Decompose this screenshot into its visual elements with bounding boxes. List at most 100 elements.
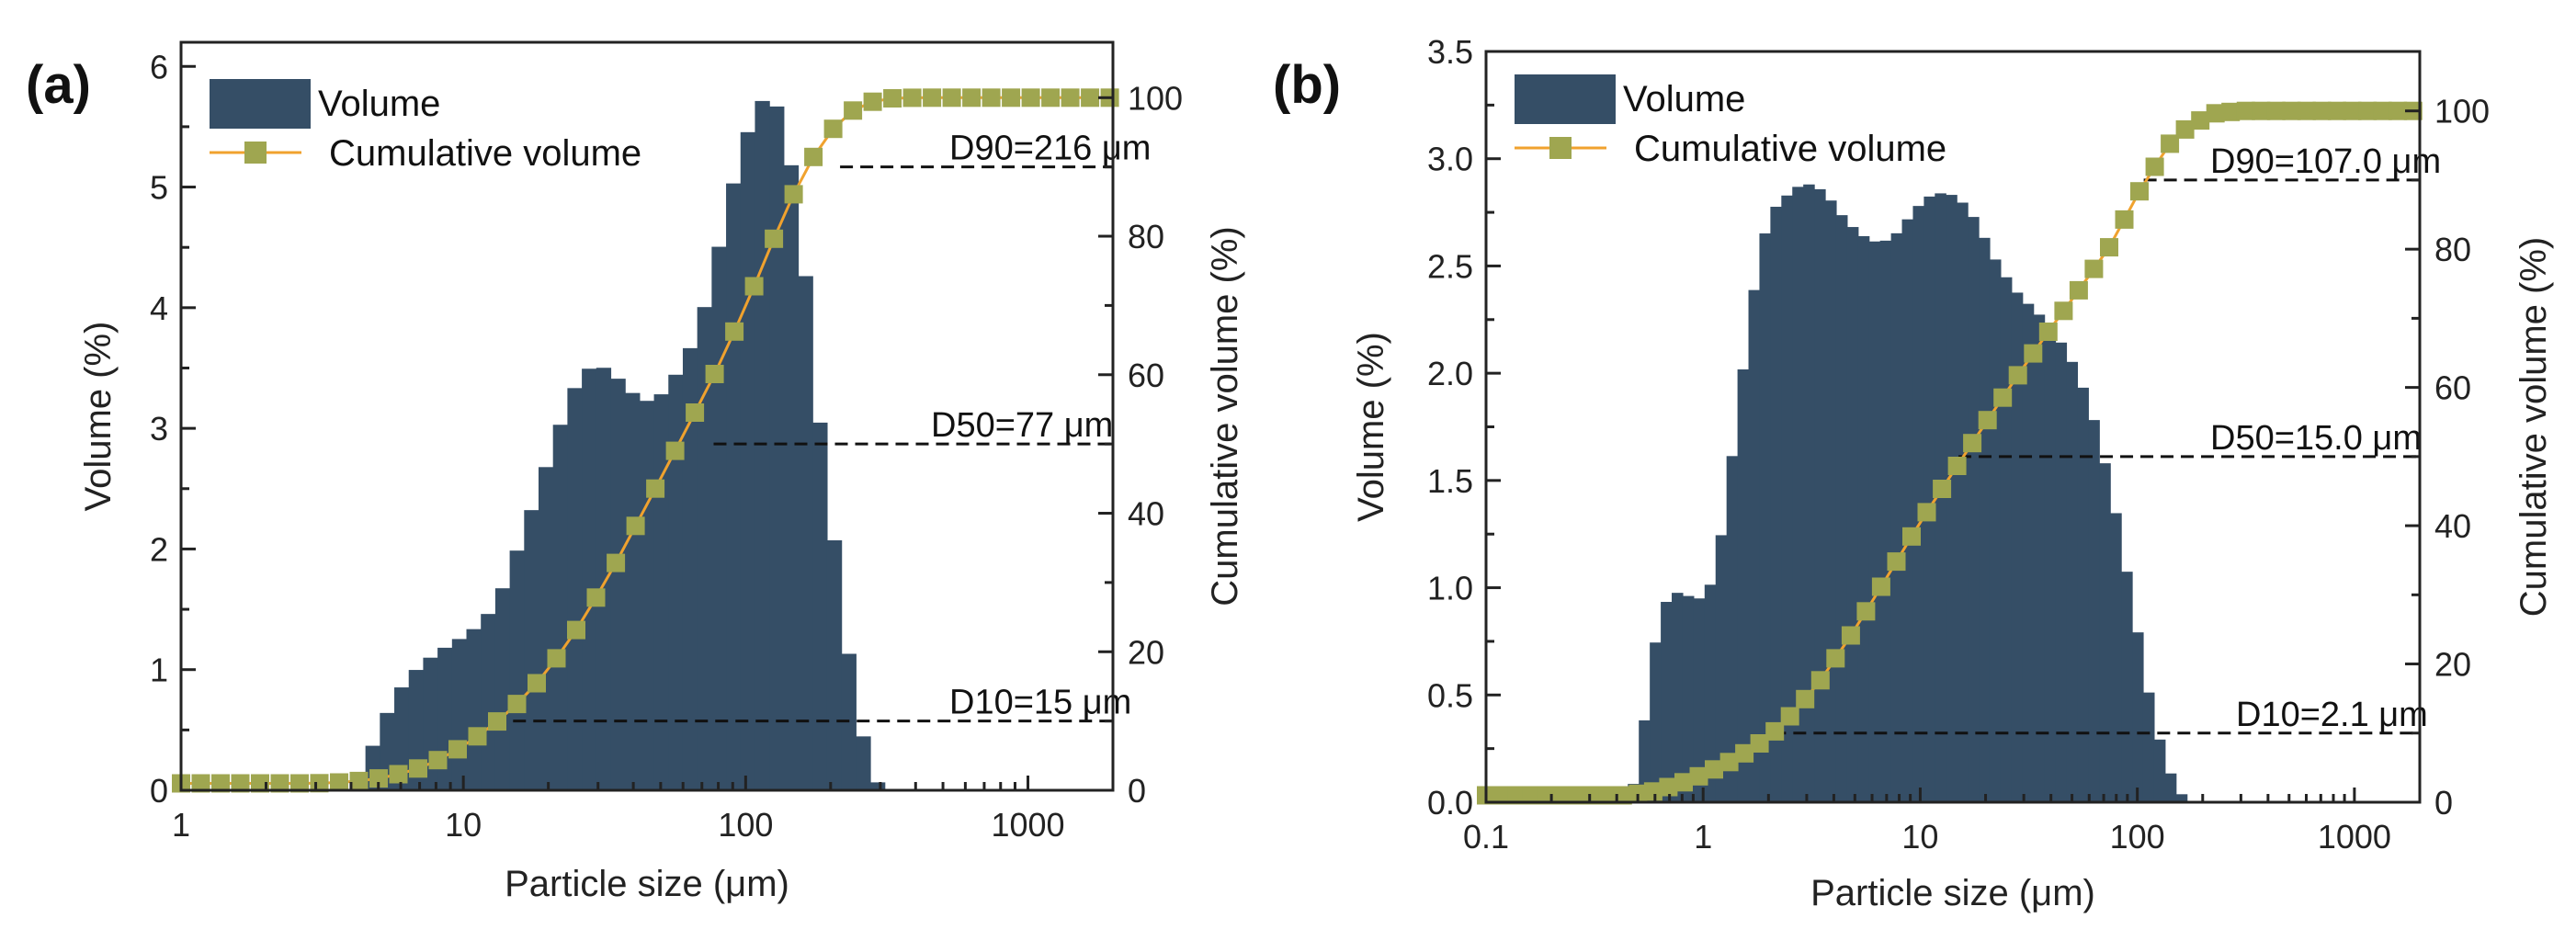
cumulative-marker: [2130, 182, 2149, 201]
axes-frame: [179, 40, 1115, 792]
cumulative-marker: [369, 769, 388, 788]
cumulative-marker: [665, 441, 685, 460]
percentile-annotations: D90=216 μm D50=77 μm D10=15 μm: [513, 130, 1151, 723]
cumulative-marker: [1552, 786, 1572, 805]
volume-bar: [1682, 595, 1695, 802]
volume-bar: [755, 100, 770, 790]
volume-bar: [1737, 369, 1750, 802]
legend: Volume Cumulative volume: [1515, 74, 1946, 169]
y-tick-label: 0.5: [1427, 676, 1473, 714]
volume-bar: [1868, 241, 1881, 802]
axes: 0.1 1 10 100 1000 0.0 0.5 1.0 1.5 2.0 2.5 3.0 3.5 0 20…: [1427, 33, 2490, 856]
percentile-label: D10=2.1 μm: [2236, 696, 2428, 734]
cumulative-marker: [211, 774, 230, 793]
x-axis-ticks: 1 10 100 1000: [172, 776, 1115, 844]
volume-bar: [1957, 202, 1969, 802]
legend: Volume Cumulative volume: [210, 79, 641, 174]
volume-bar: [1661, 601, 1673, 802]
x-tick-label: 1: [1694, 818, 1712, 856]
percentile-label: D50=77 μm: [931, 406, 1113, 445]
volume-bar: [1770, 207, 1782, 802]
cumulative-marker: [1796, 689, 1815, 708]
volume-bar: [740, 131, 756, 790]
volume-bar: [1890, 232, 1903, 803]
cumulative-marker: [2236, 101, 2255, 120]
volume-bar: [2110, 513, 2122, 802]
cumulative-marker: [863, 92, 882, 111]
volume-bar: [1792, 187, 1804, 803]
cumulative-marker: [2373, 101, 2392, 120]
cumulative-marker: [1933, 480, 1952, 498]
volume-bars: [350, 100, 886, 791]
percentile-annotations: D90=107.0 μm D50=15.0 μm D10=2.1 μm: [1773, 142, 2441, 735]
y-axis-ticks: 0 1 2 3 4 5 6: [150, 48, 196, 810]
panel-label: (b): [1273, 55, 1341, 115]
y2-tick-label: 60: [1128, 357, 1164, 394]
volume-bar: [466, 629, 482, 790]
x-axis-ticks: 0.1 1 10 100 1000: [1463, 788, 2422, 856]
volume-bar: [2066, 361, 2078, 802]
cumulative-marker: [2312, 101, 2332, 120]
cumulative-marker: [2252, 101, 2271, 120]
cumulative-marker: [1507, 786, 1526, 805]
cumulative-marker: [2297, 101, 2316, 120]
cumulative-marker: [2054, 301, 2073, 321]
cumulative-marker: [804, 147, 823, 166]
cumulative-marker: [2100, 238, 2118, 257]
x-axis-title: Particle size (μm): [1810, 873, 2095, 913]
cumulative-marker: [2343, 101, 2362, 120]
y-tick-label: 3: [150, 410, 168, 448]
cumulative-marker: [1841, 626, 1860, 645]
cumulative-marker: [2175, 119, 2195, 139]
cumulative-marker: [2084, 259, 2104, 278]
cumulative-marker: [1583, 786, 1602, 805]
cumulative-marker: [1041, 88, 1061, 108]
cumulative-marker: [2161, 134, 2180, 153]
cumulative-marker: [1917, 503, 1936, 522]
volume-bar: [1672, 593, 1684, 802]
cumulative-marker: [607, 553, 626, 572]
y2-tick-label: 0: [1128, 772, 1146, 810]
y-axis-ticks: 0.0 0.5 1.0 1.5 2.0 2.5 3.0 3.5: [1427, 33, 1501, 822]
cumulative-marker: [823, 119, 843, 139]
cumulative-marker: [1810, 671, 1830, 690]
volume-bar: [682, 347, 698, 790]
cumulative-marker: [1705, 760, 1723, 779]
volume-bar: [2121, 572, 2133, 802]
x-tick-label: 100: [2110, 818, 2165, 856]
volume-bar: [726, 183, 742, 790]
cumulative-marker: [1963, 434, 1982, 453]
panel-b-chart: D90=107.0 μm D50=15.0 μm D10=2.1 μm 0.1 1 10 1…: [1273, 33, 2554, 913]
cumulative-marker: [389, 765, 408, 784]
cumulative-marker: [982, 88, 1001, 108]
y-tick-label: 5: [150, 169, 168, 207]
cumulative-marker: [1993, 388, 2013, 407]
y-tick-label: 1.0: [1427, 570, 1473, 607]
volume-bar: [870, 782, 886, 790]
cumulative-marker: [2328, 101, 2346, 120]
cumulative-marker: [191, 774, 210, 793]
cumulative-marker: [942, 88, 961, 108]
cumulative-marker: [1674, 773, 1693, 792]
y2-tick-label: 0: [2434, 784, 2453, 822]
volume-bar: [2088, 420, 2100, 802]
legend-cumulative-marker: [1549, 137, 1572, 159]
cumulative-marker: [586, 588, 606, 607]
volume-bar: [1825, 200, 1837, 803]
y-tick-label: 6: [150, 48, 168, 85]
cumulative-marker: [2389, 101, 2408, 120]
cumulative-marker: [2358, 101, 2377, 120]
y-tick-label: 1.5: [1427, 462, 1473, 500]
cumulative-marker: [1598, 786, 1617, 805]
y-tick-label: 0: [150, 772, 168, 810]
volume-bar: [711, 246, 727, 790]
legend-cumulative-marker: [244, 142, 267, 164]
y-tick-label: 0.0: [1427, 784, 1473, 822]
cumulative-marker: [2206, 104, 2225, 123]
volume-bar: [856, 736, 871, 790]
volume-bar: [1846, 227, 1859, 803]
volume-bar: [783, 164, 800, 791]
